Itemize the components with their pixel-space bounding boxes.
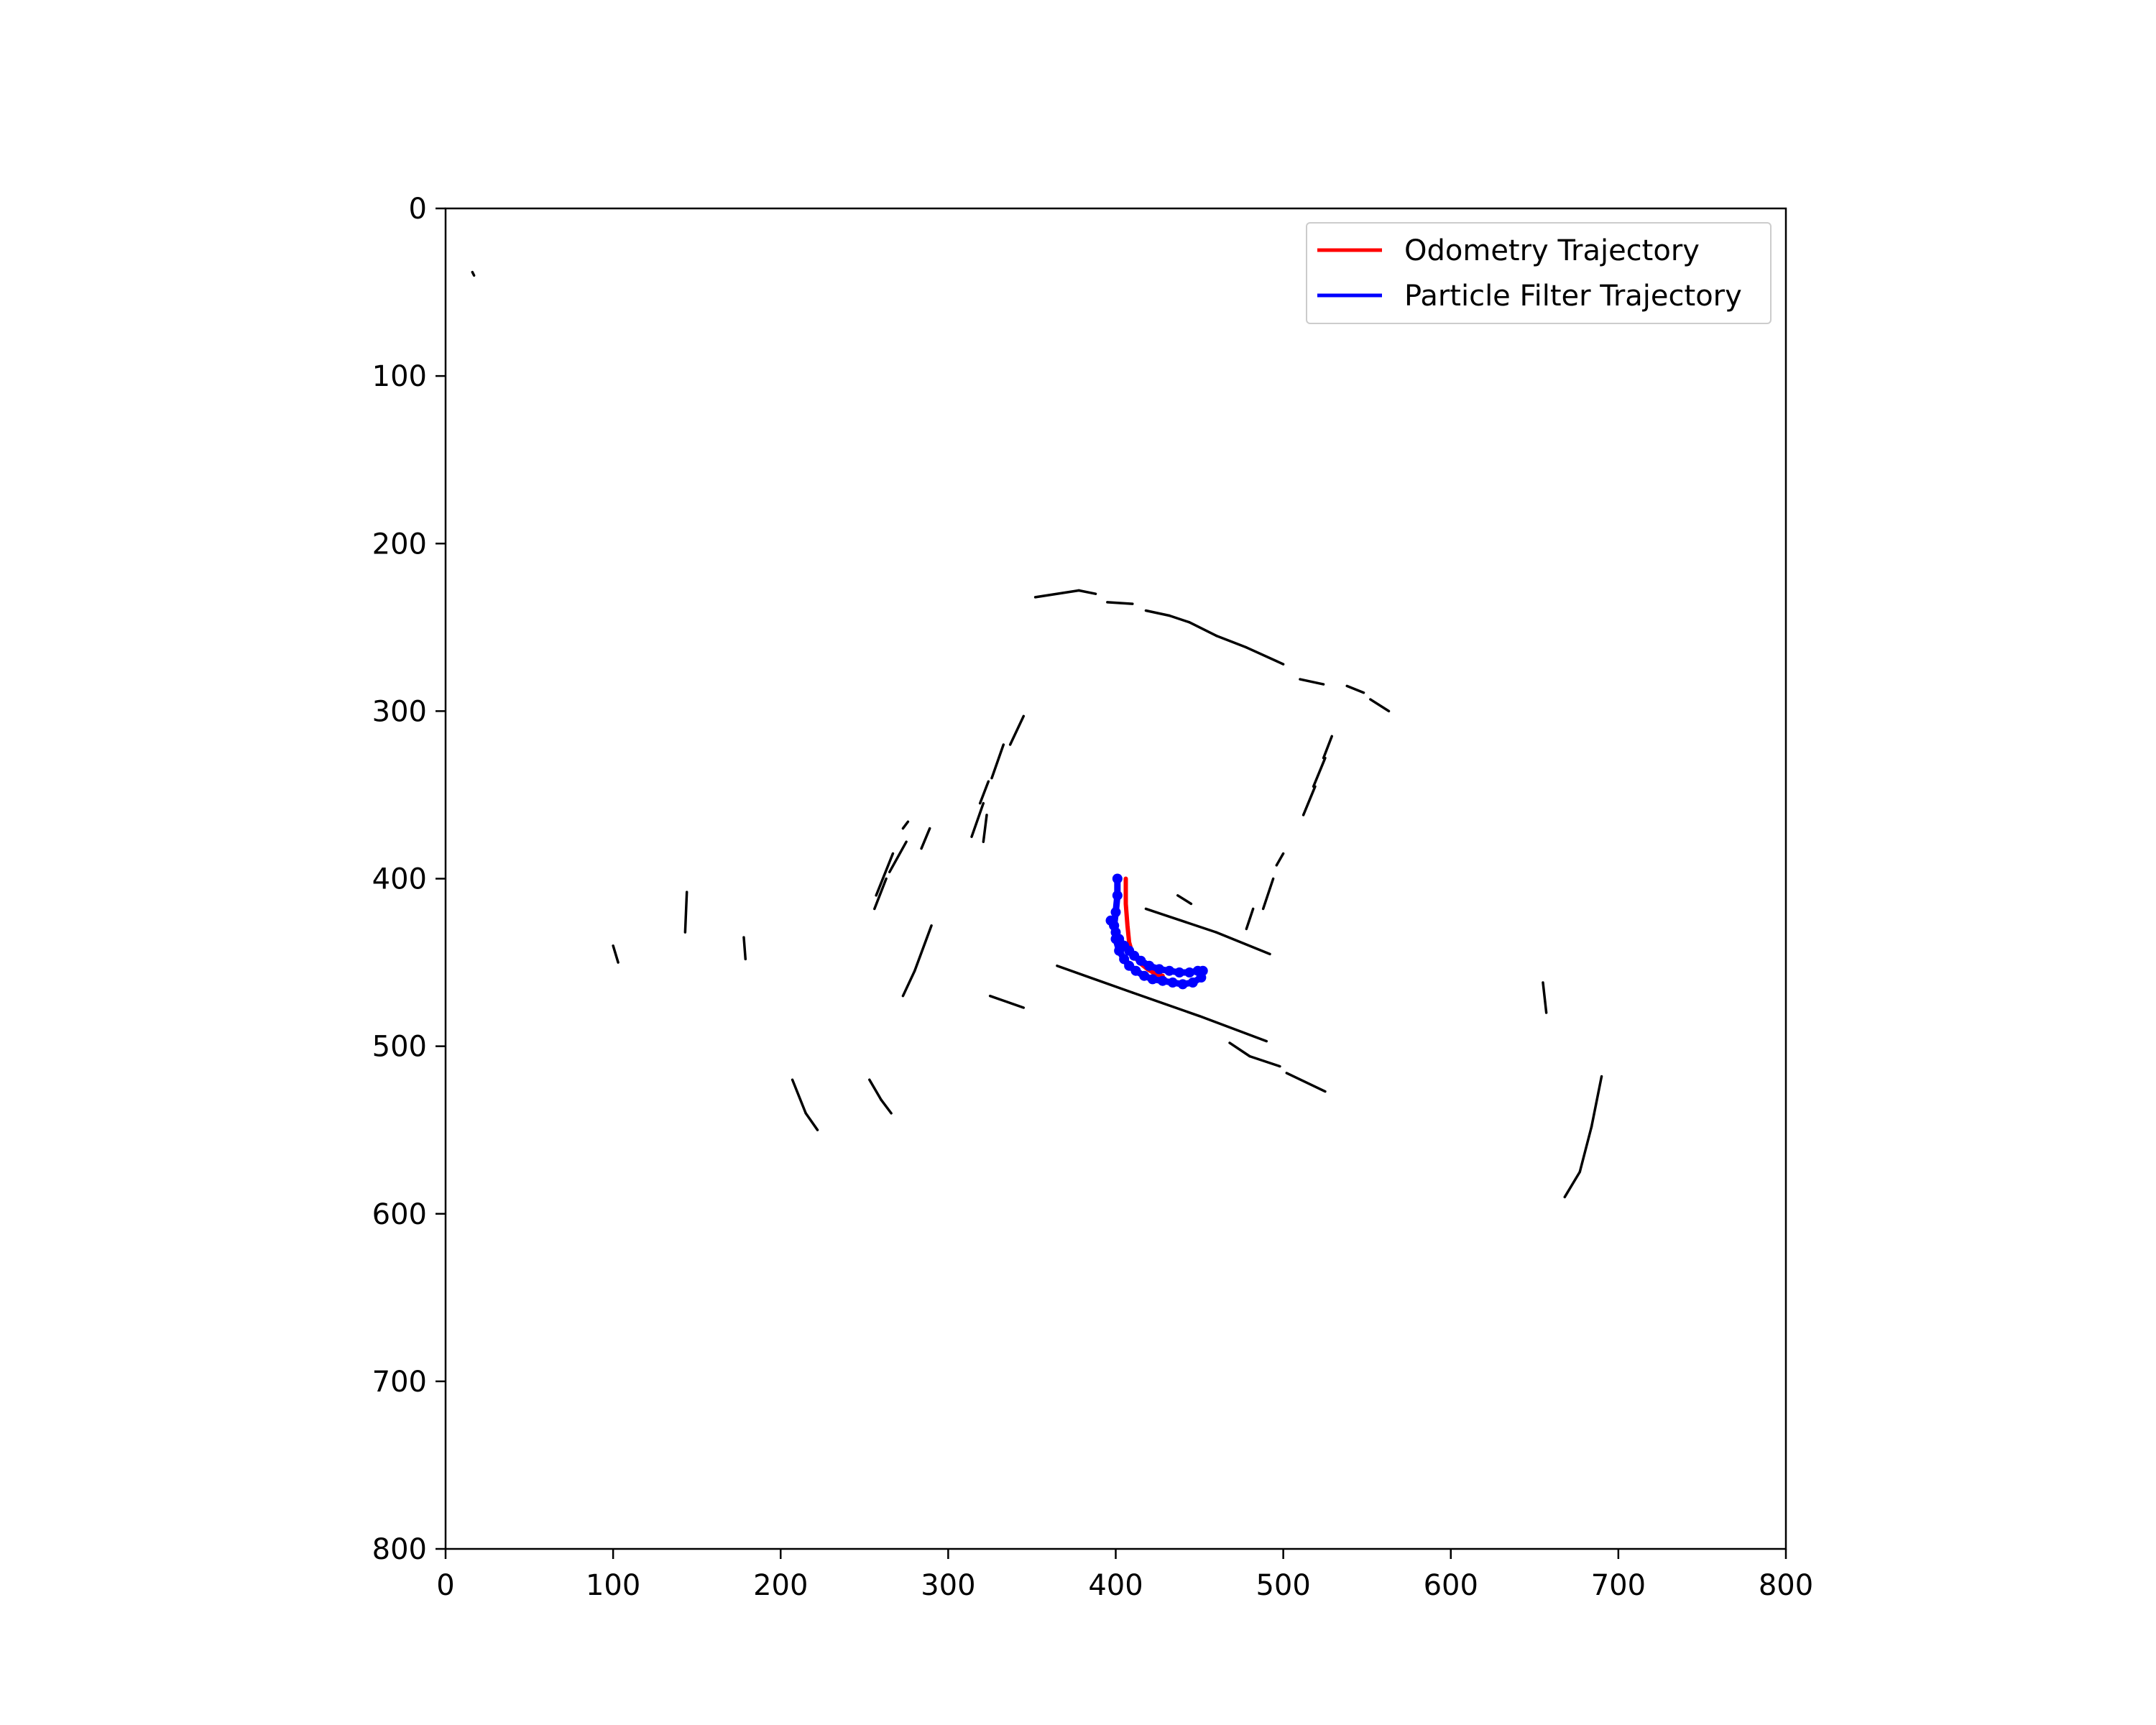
- occupancy-map: [471, 270, 1603, 1199]
- map-obstacle: [1056, 964, 1134, 994]
- map-obstacle: [970, 801, 985, 838]
- legend-box: [1306, 222, 1772, 324]
- map-obstacle: [873, 877, 888, 911]
- particle-filter-point: [1139, 970, 1150, 981]
- map-obstacle: [990, 743, 1005, 780]
- map-obstacle: [1215, 931, 1271, 956]
- particle-filter-point: [1167, 978, 1178, 988]
- map-obstacle: [901, 820, 910, 830]
- map-obstacle: [612, 944, 619, 964]
- y-tick-label: 700: [372, 1366, 427, 1399]
- y-tick-label: 800: [372, 1533, 427, 1566]
- y-axis: 0 100 200 300 400 500 600 700 800: [372, 193, 446, 1566]
- x-tick-label: 400: [1088, 1569, 1143, 1602]
- particle-filter-point: [1154, 964, 1165, 975]
- y-tick-label: 400: [372, 863, 427, 896]
- map-obstacle: [1245, 646, 1285, 666]
- particle-filter-point: [1164, 965, 1175, 976]
- particle-filter-point: [1192, 965, 1203, 976]
- map-obstacle: [888, 840, 908, 873]
- map-obstacle: [1168, 614, 1191, 624]
- particle-filter-point: [1157, 975, 1168, 986]
- map-obstacle: [804, 1112, 819, 1131]
- y-tick-label: 200: [372, 528, 427, 561]
- map-obstacle: [880, 1098, 893, 1115]
- x-axis: 0 100 200 300 400 500 600 700 800: [436, 1549, 1813, 1602]
- x-tick-label: 200: [753, 1569, 808, 1602]
- map-obstacle: [1299, 678, 1325, 686]
- map-obstacle: [1312, 756, 1327, 788]
- particle-filter-point: [1184, 967, 1195, 978]
- map-obstacle: [875, 852, 895, 897]
- y-tick-label: 300: [372, 695, 427, 728]
- map-obstacle: [1285, 1072, 1327, 1093]
- particle-filter-point: [1147, 974, 1158, 985]
- x-tick-label: 800: [1759, 1569, 1813, 1602]
- map-obstacle: [1144, 907, 1218, 934]
- map-obstacle: [1322, 735, 1333, 760]
- map-obstacle: [1131, 991, 1201, 1018]
- x-tick-label: 0: [436, 1569, 454, 1602]
- map-obstacle: [1144, 609, 1171, 617]
- y-tick-label: 600: [372, 1198, 427, 1231]
- legend: Odometry Trajectory Particle Filter Traj…: [1306, 222, 1772, 324]
- map-obstacle: [978, 780, 990, 805]
- map-obstacle: [1245, 907, 1255, 931]
- x-tick-label: 700: [1591, 1569, 1646, 1602]
- y-tick-label: 100: [372, 360, 427, 393]
- map-obstacle: [982, 814, 988, 843]
- particle-filter-point: [1177, 979, 1188, 990]
- map-obstacle: [1188, 621, 1218, 638]
- particle-filter-point: [1105, 915, 1116, 926]
- map-obstacle: [920, 827, 931, 850]
- map-obstacle: [1198, 1014, 1268, 1043]
- map-obstacle: [1008, 714, 1026, 746]
- map-obstacle: [1590, 1075, 1603, 1128]
- map-obstacle: [1542, 981, 1548, 1014]
- x-tick-label: 600: [1424, 1569, 1478, 1602]
- particle-filter-point: [1112, 873, 1123, 884]
- map-obstacle: [868, 1078, 883, 1101]
- map-obstacle: [1176, 894, 1193, 906]
- map-obstacle: [1563, 1170, 1582, 1199]
- map-obstacle: [1578, 1125, 1593, 1174]
- x-tick-label: 100: [586, 1569, 640, 1602]
- map-obstacle: [988, 994, 1026, 1009]
- map-obstacle: [913, 924, 933, 972]
- map-obstacle: [471, 270, 476, 277]
- particle-filter-point: [1187, 978, 1198, 988]
- particle-filter-point: [1130, 965, 1141, 976]
- map-obstacle: [1215, 634, 1248, 649]
- legend-label-particle-filter: Particle Filter Trajectory: [1404, 280, 1742, 313]
- map-obstacle: [1369, 698, 1391, 713]
- map-obstacle: [1033, 589, 1080, 599]
- map-obstacle: [901, 969, 916, 998]
- y-tick-label: 500: [372, 1031, 427, 1064]
- y-tick-label: 0: [409, 193, 427, 226]
- map-obstacle: [1345, 684, 1365, 694]
- particle-filter-point: [1112, 890, 1123, 901]
- map-obstacle: [683, 891, 688, 934]
- particle-filter-point: [1174, 967, 1185, 978]
- map-obstacle: [1228, 1041, 1251, 1058]
- map-obstacle: [1302, 785, 1317, 816]
- particle-filter-point: [1110, 907, 1121, 918]
- map-obstacle: [791, 1078, 807, 1115]
- map-obstacle: [1077, 589, 1097, 595]
- map-obstacle: [742, 936, 747, 961]
- map-obstacle: [1248, 1054, 1281, 1068]
- map-obstacle: [1275, 852, 1285, 867]
- trajectory-series: [1105, 873, 1208, 990]
- legend-label-odometry: Odometry Trajectory: [1404, 234, 1700, 267]
- particle-filter-point: [1144, 960, 1155, 971]
- map-obstacle: [1261, 877, 1275, 911]
- map-obstacle: [1106, 601, 1134, 605]
- x-tick-label: 500: [1256, 1569, 1310, 1602]
- x-tick-label: 300: [921, 1569, 975, 1602]
